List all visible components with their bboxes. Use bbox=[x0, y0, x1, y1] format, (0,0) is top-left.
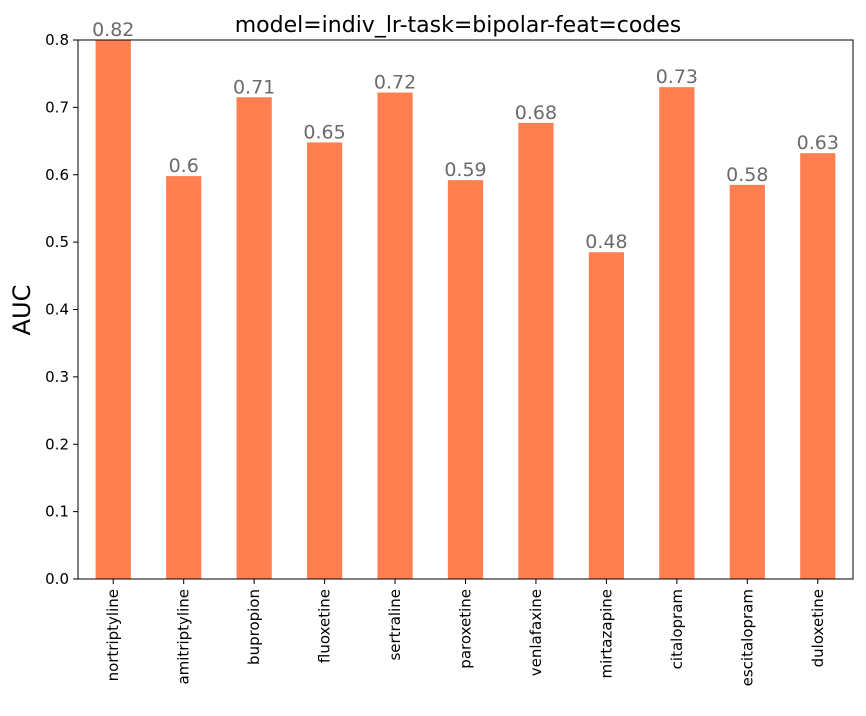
data-label-citalopram: 0.73 bbox=[656, 66, 698, 88]
bar-sertraline bbox=[377, 92, 413, 580]
x-tick-label: citalopram bbox=[668, 589, 686, 669]
bar-mirtazapine bbox=[588, 252, 625, 579]
y-tick-label: 0.7 bbox=[45, 98, 69, 116]
y-tick-label: 0.3 bbox=[45, 368, 69, 386]
y-axis: 0.0 0.1 0.2 0.3 0.4 0.5 0.6 0.7 0.8 bbox=[45, 31, 78, 588]
x-tick-label: fluoxetine bbox=[316, 589, 334, 663]
x-tick-label: venlafaxine bbox=[527, 589, 545, 676]
y-axis-label: AUC bbox=[8, 285, 36, 336]
plot-frame bbox=[77, 39, 854, 580]
data-label-venlafaxine: 0.68 bbox=[515, 102, 557, 124]
bars-group bbox=[95, 40, 836, 580]
data-label-bupropion: 0.71 bbox=[233, 76, 275, 98]
data-label-paroxetine: 0.59 bbox=[444, 159, 486, 181]
y-tick-label: 0.4 bbox=[45, 301, 69, 319]
bar-duloxetine bbox=[800, 153, 836, 579]
bar-citalopram bbox=[659, 87, 695, 579]
data-label-escitalopram: 0.58 bbox=[726, 164, 768, 186]
x-tick-label: mirtazapine bbox=[597, 589, 615, 679]
x-tick-label: nortriptyline bbox=[104, 589, 122, 681]
data-labels-group: 0.82 0.6 0.71 0.65 0.72 0.59 0.68 0.48 0.73 0.58 0… bbox=[92, 19, 839, 253]
y-tick-label: 0.2 bbox=[45, 435, 69, 453]
x-tick-label: escitalopram bbox=[738, 589, 756, 686]
y-tick-label: 0.0 bbox=[45, 570, 69, 588]
x-tick-label: duloxetine bbox=[809, 589, 827, 667]
data-label-sertraline: 0.72 bbox=[374, 72, 416, 94]
y-tick-label: 0.8 bbox=[45, 31, 69, 49]
bar-fluoxetine bbox=[306, 142, 343, 579]
y-tick-label: 0.6 bbox=[45, 166, 69, 184]
x-axis: nortriptyline amitriptyline bupropion fluox… bbox=[104, 579, 827, 686]
chart-title: model=indiv_lr-task=bipolar-feat=codes bbox=[235, 13, 682, 38]
x-tick-label: bupropion bbox=[245, 589, 263, 665]
bar-nortriptyline bbox=[95, 40, 131, 579]
x-tick-label: sertraline bbox=[386, 589, 404, 661]
bar-bupropion bbox=[236, 97, 272, 580]
data-label-nortriptyline: 0.82 bbox=[92, 19, 134, 41]
bar-escitalopram bbox=[729, 184, 765, 579]
data-label-amitriptyline: 0.6 bbox=[169, 155, 199, 177]
data-label-fluoxetine: 0.65 bbox=[303, 121, 345, 143]
data-label-duloxetine: 0.63 bbox=[797, 132, 839, 154]
bar-amitriptyline bbox=[166, 176, 202, 579]
y-tick-label: 0.1 bbox=[45, 503, 69, 521]
data-label-mirtazapine: 0.48 bbox=[585, 231, 627, 253]
bar-venlafaxine bbox=[518, 122, 554, 579]
x-tick-label: paroxetine bbox=[457, 589, 475, 669]
x-tick-label: amitriptyline bbox=[175, 589, 193, 685]
bar-paroxetine bbox=[447, 180, 484, 579]
y-tick-label: 0.5 bbox=[45, 233, 69, 251]
